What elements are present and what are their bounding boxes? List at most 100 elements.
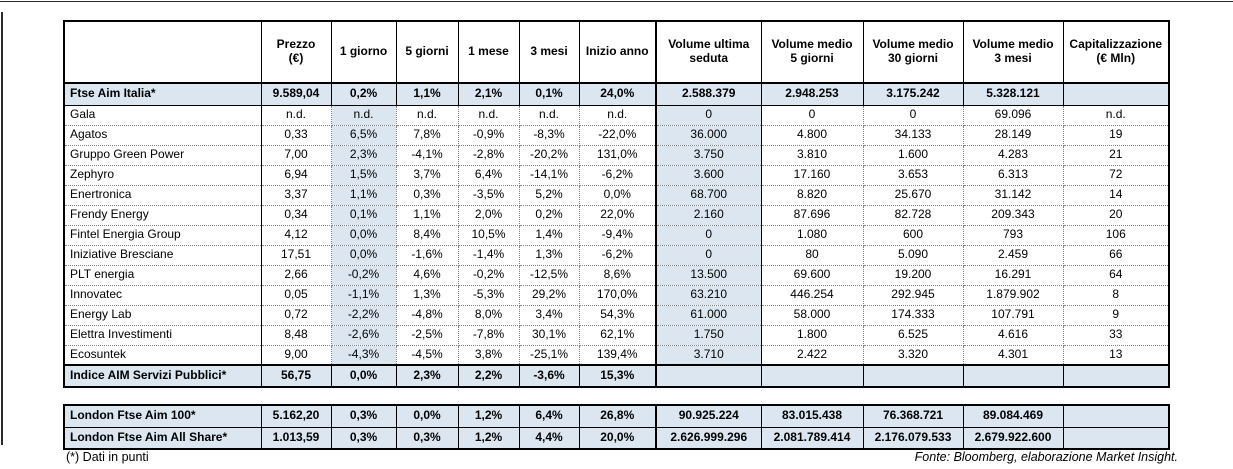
column-header-volume-ultima-seduta: Volume ultima seduta xyxy=(655,20,762,84)
cell-company: Fintel Energia Group xyxy=(64,225,262,246)
cell-var-5-giorni: 0,3% xyxy=(396,185,459,206)
cell-var-inizio-anno: 131,0% xyxy=(579,145,657,166)
cell-var-1-mese: 2,2% xyxy=(457,364,520,388)
cell-prezzo: 5.162,20 xyxy=(260,404,332,428)
cell-prezzo: 8,48 xyxy=(261,325,332,346)
cell-var-1-mese: 3,8% xyxy=(458,345,520,366)
company-row: Enertronica 3,37 1,1% 0,3% -3,5% 5,2% 0,0% 68.7… xyxy=(64,185,1170,206)
cell-var-5-giorni: -4,5% xyxy=(396,345,459,366)
column-header-var-inizio-anno: Inizio anno xyxy=(578,20,657,84)
cell-var-3-mesi: -12,5% xyxy=(519,265,580,286)
cell-company: Zephyro xyxy=(64,165,262,186)
cell-company: Innovatec xyxy=(64,285,262,306)
cell-company: Ecosuntek xyxy=(64,345,262,366)
cell-var-1-mese: -3,5% xyxy=(458,185,520,206)
cell-volume-medio-5-giorni: 1.080 xyxy=(761,225,864,246)
cell-volume-ultima-seduta: 63.210 xyxy=(655,285,762,306)
cell-var-1-giorno: -2,2% xyxy=(331,305,397,326)
cell-var-3-mesi: 6,4% xyxy=(518,404,580,428)
cell-volume-ultima-seduta: 3.600 xyxy=(655,165,762,186)
cell-var-inizio-anno: 139,4% xyxy=(579,345,657,366)
cell-var-1-giorno: -2,6% xyxy=(331,325,397,346)
cell-var-3-mesi: 0,2% xyxy=(519,205,580,226)
cell-var-3-mesi: 4,4% xyxy=(518,426,580,450)
cell-var-1-mese: n.d. xyxy=(458,105,520,126)
cell-volume-medio-3-mesi: 16.291 xyxy=(963,265,1064,286)
cell-capitalizzazione: 66 xyxy=(1063,245,1170,266)
cell-var-3-mesi: n.d. xyxy=(519,105,580,126)
cell-var-5-giorni: 2,3% xyxy=(395,364,459,388)
company-row: Frendy Energy 0,34 0,1% 1,1% 2,0% 0,2% 22,0% 2.… xyxy=(64,205,1170,226)
cell-var-1-mese: 2,0% xyxy=(458,205,520,226)
cell-prezzo: 0,33 xyxy=(261,125,332,146)
cell-volume-ultima-seduta xyxy=(655,364,762,388)
cell-volume-medio-5-giorni: 58.000 xyxy=(761,305,864,326)
company-row: Fintel Energia Group 4,12 0,0% 8,4% 10,5% 1,4… xyxy=(64,225,1170,246)
cell-volume-medio-30-giorni: 1.600 xyxy=(863,145,964,166)
cell-volume-medio-30-giorni: 25.670 xyxy=(863,185,964,206)
cell-volume-medio-5-giorni: 0 xyxy=(761,105,864,126)
cell-var-5-giorni: 0,0% xyxy=(395,404,459,428)
company-row: Energy Lab 0,72 -2,2% -4,8% 8,0% 3,4% 54,3% 61.… xyxy=(64,305,1170,326)
cell-var-5-giorni: -4,1% xyxy=(396,145,459,166)
cell-var-3-mesi: -20,2% xyxy=(519,145,580,166)
cell-volume-medio-30-giorni: 5.090 xyxy=(863,245,964,266)
cell-volume-medio-3-mesi: 793 xyxy=(963,225,1064,246)
cell-volume-ultima-seduta: 13.500 xyxy=(655,265,762,286)
cell-volume-medio-5-giorni: 83.015.438 xyxy=(760,404,864,428)
cell-prezzo: 56,75 xyxy=(260,364,332,388)
london-index-row: London Ftse Aim All Share* 1.013,59 0,3% 0,… xyxy=(63,426,1170,450)
page-top-edge-line xyxy=(0,1,1233,2)
cell-var-3-mesi: 5,2% xyxy=(519,185,580,206)
cell-var-1-giorno: -1,1% xyxy=(331,285,397,306)
company-row: Gala n.d. n.d. n.d. n.d. n.d. n.d. 0 0 0 69.096 n.d… xyxy=(64,105,1170,126)
column-header-volume-medio-5-giorni: Volume medio 5 giorni xyxy=(760,20,864,84)
cell-capitalizzazione: 8 xyxy=(1063,285,1170,306)
cell-volume-medio-3-mesi: 4.283 xyxy=(963,145,1064,166)
index-row-aim-servizi-pubblici: Indice AIM Servizi Pubblici* 56,75 0,0% 2,3… xyxy=(63,364,1170,388)
cell-var-3-mesi: 0,1% xyxy=(518,82,580,106)
column-header-volume-medio-30-giorni: Volume medio 30 giorni xyxy=(862,20,964,84)
cell-capitalizzazione: 13 xyxy=(1063,345,1170,366)
cell-var-1-giorno: n.d. xyxy=(331,105,397,126)
cell-capitalizzazione: n.d. xyxy=(1063,105,1170,126)
cell-var-5-giorni: -4,8% xyxy=(396,305,459,326)
cell-var-1-giorno: 0,2% xyxy=(330,82,397,106)
column-header-var-5-giorni: 5 giorni xyxy=(395,20,459,84)
company-row: Zephyro 6,94 1,5% 3,7% 6,4% -14,1% -6,2% 3.600 1… xyxy=(64,165,1170,186)
column-header-var-1-giorno: 1 giorno xyxy=(330,20,397,84)
cell-volume-medio-30-giorni: 174.333 xyxy=(863,305,964,326)
cell-var-inizio-anno: -6,2% xyxy=(579,165,657,186)
cell-var-3-mesi: -14,1% xyxy=(519,165,580,186)
cell-volume-ultima-seduta: 3.710 xyxy=(655,345,762,366)
cell-prezzo: 9.589,04 xyxy=(260,82,332,106)
cell-var-inizio-anno: 15,3% xyxy=(578,364,657,388)
cell-company: Enertronica xyxy=(64,185,262,206)
cell-company: Indice AIM Servizi Pubblici* xyxy=(63,364,262,388)
cell-var-3-mesi: -8,3% xyxy=(519,125,580,146)
cell-volume-medio-3-mesi: 209.343 xyxy=(963,205,1064,226)
cell-volume-ultima-seduta: 36.000 xyxy=(655,125,762,146)
cell-volume-ultima-seduta: 2.160 xyxy=(655,205,762,226)
cell-var-1-giorno: 2,3% xyxy=(331,145,397,166)
cell-volume-medio-3-mesi: 2.679.922.600 xyxy=(962,426,1064,450)
cell-var-5-giorni: 3,7% xyxy=(396,165,459,186)
cell-company: Elettra Investimenti xyxy=(64,325,262,346)
cell-volume-medio-5-giorni: 2.422 xyxy=(761,345,864,366)
cell-volume-medio-5-giorni xyxy=(760,364,864,388)
cell-volume-medio-5-giorni: 4.800 xyxy=(761,125,864,146)
cell-var-inizio-anno: 20,0% xyxy=(578,426,657,450)
column-header-capitalizzazione: Capitalizzazione (€ Mln) xyxy=(1062,20,1170,84)
cell-company: Ftse Aim Italia* xyxy=(63,82,262,106)
cell-volume-ultima-seduta: 0 xyxy=(655,225,762,246)
cell-var-5-giorni: 7,8% xyxy=(396,125,459,146)
cell-volume-medio-30-giorni: 600 xyxy=(863,225,964,246)
cell-company: Energy Lab xyxy=(64,305,262,326)
cell-var-1-giorno: 0,0% xyxy=(331,245,397,266)
cell-volume-medio-30-giorni: 3.175.242 xyxy=(862,82,964,106)
cell-var-1-mese: -2,8% xyxy=(458,145,520,166)
cell-prezzo: 0,72 xyxy=(261,305,332,326)
cell-var-inizio-anno: 24,0% xyxy=(578,82,657,106)
cell-volume-ultima-seduta: 0 xyxy=(655,245,762,266)
